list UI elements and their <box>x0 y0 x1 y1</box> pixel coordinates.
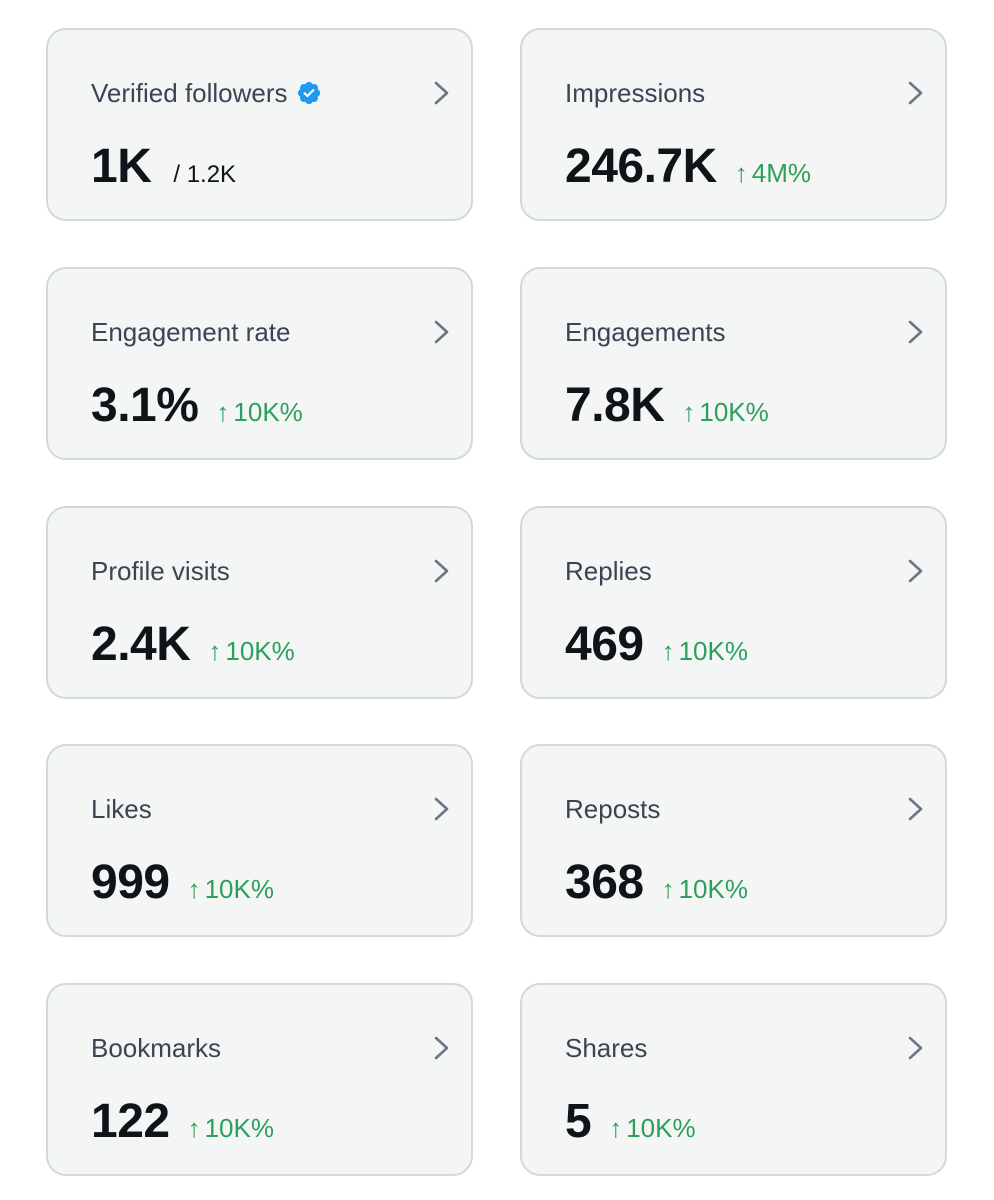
arrow-up-icon: ↑ <box>187 1113 201 1143</box>
arrow-up-icon: ↑ <box>208 636 222 666</box>
verified-badge-icon <box>297 81 320 105</box>
card-title: Engagement rate <box>91 317 291 347</box>
arrow-up-icon: ↑ <box>187 874 201 904</box>
card-engagements[interactable]: Engagements 7.8K ↑ 10K% <box>520 267 947 460</box>
card-impressions[interactable]: Impressions 246.7K ↑ 4M% <box>520 28 947 221</box>
card-reposts[interactable]: Reposts 368 ↑ 10K% <box>520 744 947 937</box>
metric-value-row: 2.4K ↑ 10K% <box>91 620 295 670</box>
metric-change-value: 4M% <box>751 158 812 188</box>
metric-change-value: 10K% <box>204 874 274 904</box>
metric-change-value: 10K% <box>678 636 748 666</box>
arrow-up-icon: ↑ <box>216 397 230 427</box>
metric-value: 3.1% <box>91 379 199 432</box>
metric-change-value: 10K% <box>626 1113 696 1143</box>
metric-total: / 1.2K <box>173 161 237 188</box>
metric-change: ↑ 10K% <box>609 1103 695 1153</box>
metric-change: ↑ 4M% <box>735 148 811 198</box>
metric-value: 5 <box>565 1095 592 1148</box>
metric-value: 122 <box>91 1095 170 1148</box>
metric-change-value: 10K% <box>699 397 769 427</box>
metric-change-value: 10K% <box>678 874 748 904</box>
card-title: Likes <box>91 794 152 824</box>
arrow-up-icon: ↑ <box>661 874 675 904</box>
metric-value-row: 122 ↑ 10K% <box>91 1097 274 1147</box>
metric-value-row: 5 ↑ 10K% <box>565 1097 696 1147</box>
metric-change: ↑ 10K% <box>216 387 302 437</box>
card-title: Profile visits <box>91 556 230 586</box>
metric-change-value: 10K% <box>204 1113 274 1143</box>
chevron-right-icon[interactable] <box>431 1035 453 1061</box>
chevron-right-icon[interactable] <box>905 80 927 106</box>
card-likes[interactable]: Likes 999 ↑ 10K% <box>46 744 473 937</box>
chevron-right-icon[interactable] <box>905 1035 927 1061</box>
chevron-right-icon[interactable] <box>905 796 927 822</box>
card-title: Replies <box>565 556 652 586</box>
metric-value-row: 469 ↑ 10K% <box>565 620 748 670</box>
arrow-up-icon: ↑ <box>682 397 696 427</box>
metric-change: ↑ 10K% <box>662 626 748 676</box>
chevron-right-icon[interactable] <box>431 558 453 584</box>
card-title-wrapper: Verified followers <box>91 78 322 108</box>
metric-change: ↑ 10K% <box>188 864 274 914</box>
metric-value: 2.4K <box>91 618 191 671</box>
card-profile-visits[interactable]: Profile visits 2.4K ↑ 10K% <box>46 506 473 699</box>
card-engagement-rate[interactable]: Engagement rate 3.1% ↑ 10K% <box>46 267 473 460</box>
metric-change: ↑ 10K% <box>208 626 294 676</box>
card-replies[interactable]: Replies 469 ↑ 10K% <box>520 506 947 699</box>
chevron-right-icon[interactable] <box>905 319 927 345</box>
metric-change: ↑ 10K% <box>662 864 748 914</box>
metric-value-row: 368 ↑ 10K% <box>565 858 748 908</box>
metric-change-value: 10K% <box>225 636 295 666</box>
metric-value-row: 1K / 1.2K <box>91 142 236 192</box>
card-title: Verified followers <box>91 78 288 108</box>
chevron-right-icon[interactable] <box>431 319 453 345</box>
card-bookmarks[interactable]: Bookmarks 122 ↑ 10K% <box>46 983 473 1176</box>
metric-value: 999 <box>91 856 170 909</box>
metric-change: ↑ 10K% <box>188 1103 274 1153</box>
metric-value-row: 999 ↑ 10K% <box>91 858 274 908</box>
chevron-right-icon[interactable] <box>905 558 927 584</box>
card-title: Reposts <box>565 794 661 824</box>
card-shares[interactable]: Shares 5 ↑ 10K% <box>520 983 947 1176</box>
card-title: Shares <box>565 1033 648 1063</box>
card-verified-followers[interactable]: Verified followers 1K / 1.2K <box>46 28 473 221</box>
card-title: Impressions <box>565 78 706 108</box>
metric-value: 1K <box>91 140 152 193</box>
metric-change-value: 10K% <box>233 397 303 427</box>
arrow-up-icon: ↑ <box>609 1113 623 1143</box>
metric-value-row: 7.8K ↑ 10K% <box>565 381 769 431</box>
metric-value-row: 246.7K ↑ 4M% <box>565 142 811 192</box>
chevron-right-icon[interactable] <box>431 796 453 822</box>
metric-change: ↑ 10K% <box>682 387 768 437</box>
card-title: Bookmarks <box>91 1033 222 1063</box>
chevron-right-icon[interactable] <box>431 80 453 106</box>
arrow-up-icon: ↑ <box>734 158 748 188</box>
metric-value-row: 3.1% ↑ 10K% <box>91 381 303 431</box>
card-title: Engagements <box>565 317 726 347</box>
metric-value: 7.8K <box>565 379 665 432</box>
metric-value: 246.7K <box>565 140 717 193</box>
metric-value: 368 <box>565 856 644 909</box>
metric-value: 469 <box>565 618 644 671</box>
arrow-up-icon: ↑ <box>661 636 675 666</box>
